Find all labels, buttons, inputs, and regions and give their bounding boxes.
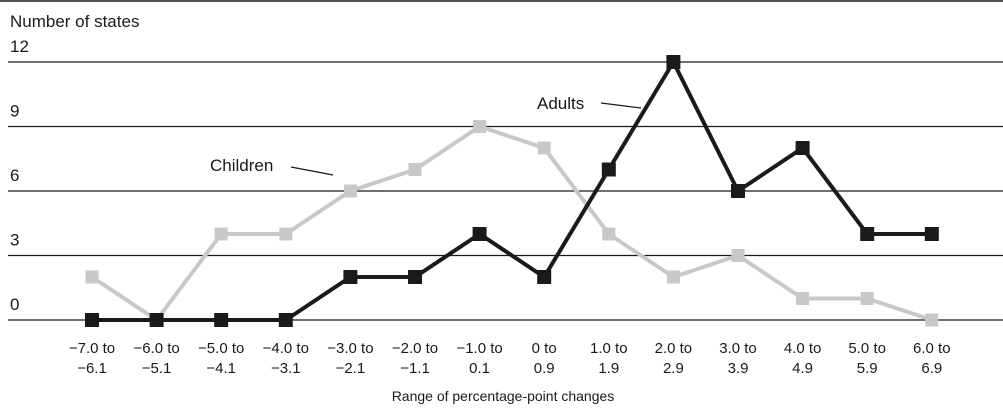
children-marker: [473, 120, 487, 133]
adults-marker: [924, 227, 939, 241]
gridlines: [0, 0, 1003, 321]
adults-marker: [666, 55, 681, 69]
y-tick-labels: 0 3 6 9 12: [10, 37, 29, 314]
x-tick-label: 4.0 to: [784, 340, 822, 357]
x-tick-label: 6.9: [921, 360, 942, 377]
children-marker: [343, 184, 357, 198]
children-marker: [537, 141, 551, 155]
x-tick-label: −4.0 to: [263, 340, 309, 357]
children-marker: [925, 313, 939, 327]
y-tick-label: 3: [10, 231, 19, 250]
x-tick-label: −1.0 to: [456, 340, 502, 357]
children-series-label: Children: [210, 156, 273, 175]
x-tick-label: 5.9: [857, 360, 878, 377]
children-series: [85, 120, 939, 327]
x-tick-label: 0.9: [534, 360, 555, 377]
x-tick-label: 1.9: [598, 360, 619, 377]
y-tick-label: 9: [10, 102, 19, 121]
adults-series-label: Adults: [537, 94, 584, 113]
x-tick-label: −7.0 to: [69, 340, 115, 357]
y-tick-label: 12: [10, 37, 29, 56]
children-line: [90, 124, 933, 323]
x-tick-label: 5.0 to: [848, 340, 886, 357]
x-tick-label: 2.0 to: [655, 340, 693, 357]
x-tick-label: −5.1: [142, 360, 172, 377]
y-axis-title: Number of states: [10, 12, 139, 31]
x-tick-label: −5.0 to: [198, 340, 244, 357]
children-marker: [214, 227, 228, 241]
x-tick-label: −1.1: [400, 360, 430, 377]
adults-marker: [731, 184, 745, 198]
x-tick-label: −2.0 to: [392, 340, 438, 357]
x-tick-label: −6.0 to: [133, 340, 179, 357]
y-tick-label: 0: [10, 295, 19, 314]
adults-leader-line: [600, 102, 642, 109]
adults-series: [85, 55, 939, 327]
x-tick-label: −2.1: [336, 360, 366, 377]
x-tick-label: 3.9: [728, 360, 749, 377]
x-tick-labels: −7.0 to −6.1 −6.0 to −5.1 −5.0 to −4.1 −4.0 to…: [69, 340, 951, 377]
children-leader-line: [290, 166, 334, 176]
x-axis-title: Range of percentage-point changes: [392, 388, 615, 404]
children-marker: [85, 270, 99, 284]
adults-marker: [343, 270, 358, 284]
x-tick-label: −3.1: [271, 360, 301, 377]
adults-marker: [472, 227, 487, 241]
adults-marker: [860, 227, 875, 241]
x-tick-label: 6.0 to: [913, 340, 951, 357]
adults-marker: [795, 141, 810, 155]
children-marker: [666, 270, 680, 284]
adults-marker: [149, 313, 164, 327]
x-tick-label: 4.9: [792, 360, 813, 377]
children-marker: [731, 249, 745, 262]
series-annotations: Children Adults: [210, 94, 642, 176]
adults-marker: [537, 270, 552, 284]
adults-marker: [214, 313, 229, 327]
adults-marker: [408, 270, 422, 284]
children-marker: [279, 227, 293, 241]
children-marker: [602, 227, 616, 241]
adults-marker: [278, 313, 293, 327]
adults-line: [92, 57, 932, 322]
x-tick-label: 3.0 to: [719, 340, 757, 357]
y-tick-label: 6: [10, 166, 19, 185]
x-tick-label: −4.1: [206, 360, 236, 377]
x-tick-label: 1.0 to: [590, 340, 628, 357]
x-tick-label: −3.0 to: [327, 340, 373, 357]
children-marker: [860, 292, 874, 305]
x-tick-label: 0.1: [469, 360, 490, 377]
adults-marker: [601, 162, 616, 177]
x-tick-label: −6.1: [77, 360, 107, 377]
children-marker: [796, 292, 810, 305]
x-tick-label: 0 to: [532, 340, 557, 357]
x-tick-label: 2.9: [663, 360, 684, 377]
adults-marker: [85, 313, 99, 327]
children-marker: [408, 163, 422, 176]
